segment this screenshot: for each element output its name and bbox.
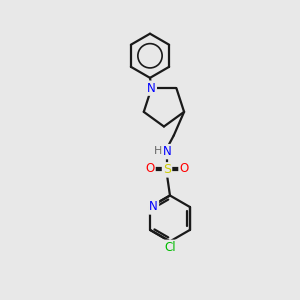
Text: O: O — [179, 162, 189, 175]
Text: H: H — [154, 146, 162, 156]
Text: N: N — [163, 145, 171, 158]
Text: N: N — [147, 82, 156, 95]
Text: Cl: Cl — [164, 241, 176, 254]
Text: N: N — [149, 200, 158, 214]
Text: O: O — [145, 162, 154, 175]
Text: S: S — [163, 164, 171, 176]
